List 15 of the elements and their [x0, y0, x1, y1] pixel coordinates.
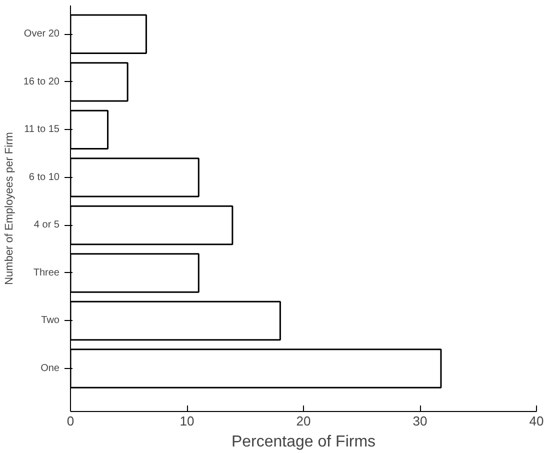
- x-tick-label: 20: [296, 414, 311, 428]
- y-tick-label: 11 to 15: [24, 124, 60, 136]
- x-tick-label: 40: [529, 414, 544, 428]
- y-tick-label: 16 to 20: [23, 76, 60, 88]
- y-tick-label: 4 or 5: [34, 220, 60, 231]
- x-axis-title: Percentage of Firms: [231, 434, 376, 450]
- y-tick-label: Three: [33, 267, 60, 278]
- y-tick-label: 6 to 10: [28, 172, 60, 183]
- y-tick-label: One: [40, 363, 60, 374]
- y-tick-label: Over 20: [24, 28, 60, 40]
- y-axis-title: Number of Employees per Firm: [3, 132, 16, 285]
- x-tick-label: 30: [412, 414, 428, 428]
- y-tick-label: Two: [41, 315, 60, 326]
- x-tick-label: 10: [180, 414, 194, 428]
- x-tick-label: 0: [66, 414, 74, 428]
